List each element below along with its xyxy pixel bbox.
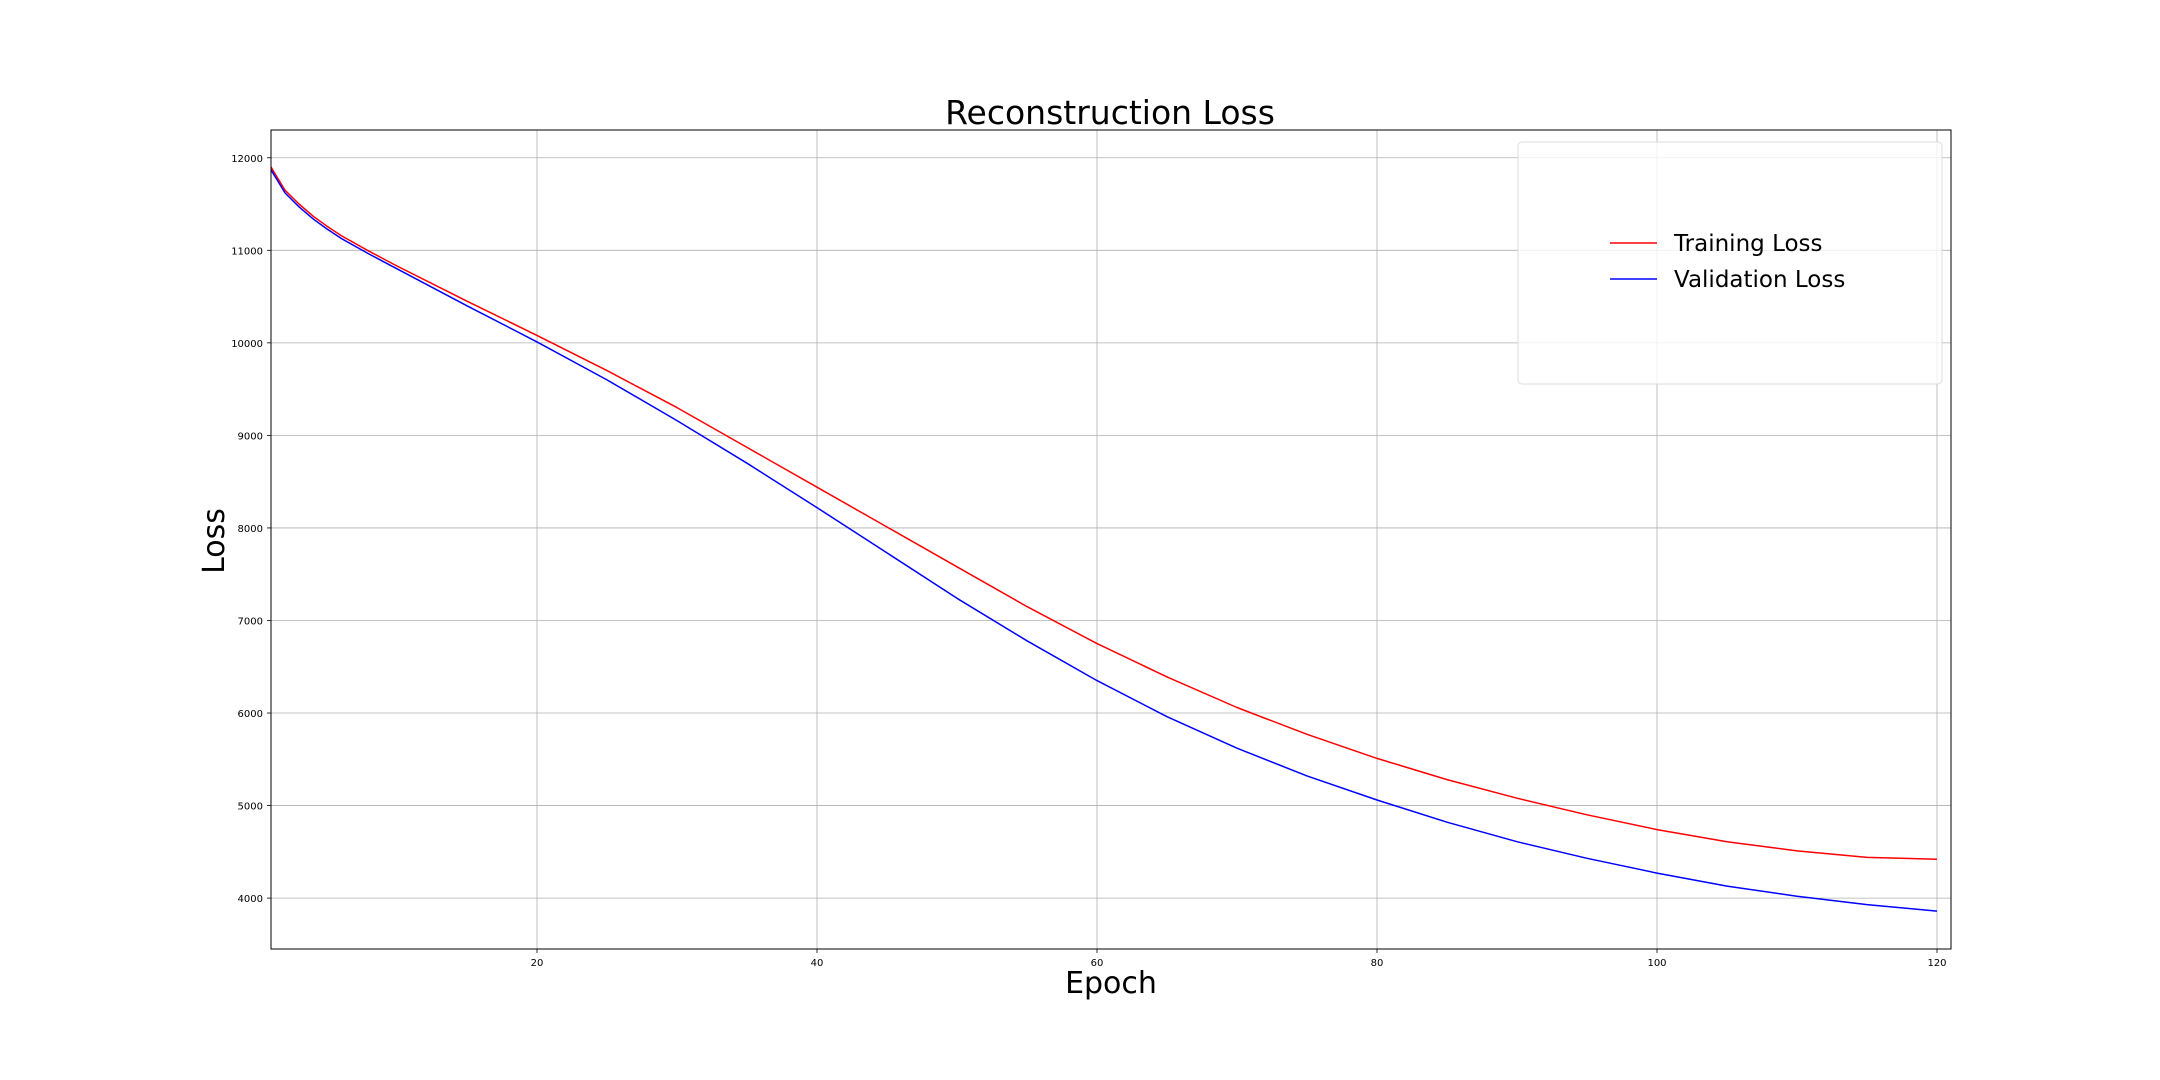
series-line-training-loss bbox=[270, 166, 1938, 860]
chart-title: Reconstruction Loss bbox=[945, 93, 1275, 132]
x-tick-label: 40 bbox=[811, 958, 824, 969]
x-tick-label: 120 bbox=[1927, 958, 1946, 969]
x-axis-title: Epoch bbox=[1065, 966, 1157, 1001]
plot-frame bbox=[270, 129, 1952, 950]
y-tick-label: 4000 bbox=[238, 894, 263, 905]
y-axis-title: Loss bbox=[197, 508, 232, 574]
x-tick-label: 100 bbox=[1647, 958, 1666, 969]
x-tick-label: 80 bbox=[1371, 958, 1384, 969]
legend-label-validation-loss: Validation Loss bbox=[1674, 267, 1845, 293]
x-tick-label: 60 bbox=[1091, 958, 1104, 969]
y-tick-label: 10000 bbox=[231, 339, 263, 350]
y-tick-label: 7000 bbox=[238, 616, 263, 627]
x-axis-ticks: 20 40 60 80 100 120 bbox=[531, 949, 1947, 969]
series-line-validation-loss bbox=[270, 169, 1938, 912]
series-lines bbox=[270, 166, 1938, 912]
y-tick-label: 6000 bbox=[238, 709, 263, 720]
y-tick-label: 8000 bbox=[238, 524, 263, 535]
y-tick-label: 12000 bbox=[231, 154, 263, 165]
x-tick-label: 20 bbox=[531, 958, 544, 969]
y-axis-ticks: 4000 5000 6000 7000 8000 9000 10000 11000 12000 bbox=[231, 154, 271, 905]
legend: Training Loss Validation Loss bbox=[1517, 141, 1943, 385]
y-tick-label: 11000 bbox=[231, 246, 263, 257]
y-tick-label: 5000 bbox=[238, 802, 263, 813]
grid bbox=[271, 130, 1951, 949]
legend-box bbox=[1517, 141, 1943, 385]
legend-label-training-loss: Training Loss bbox=[1673, 231, 1823, 257]
y-tick-label: 9000 bbox=[238, 431, 263, 442]
